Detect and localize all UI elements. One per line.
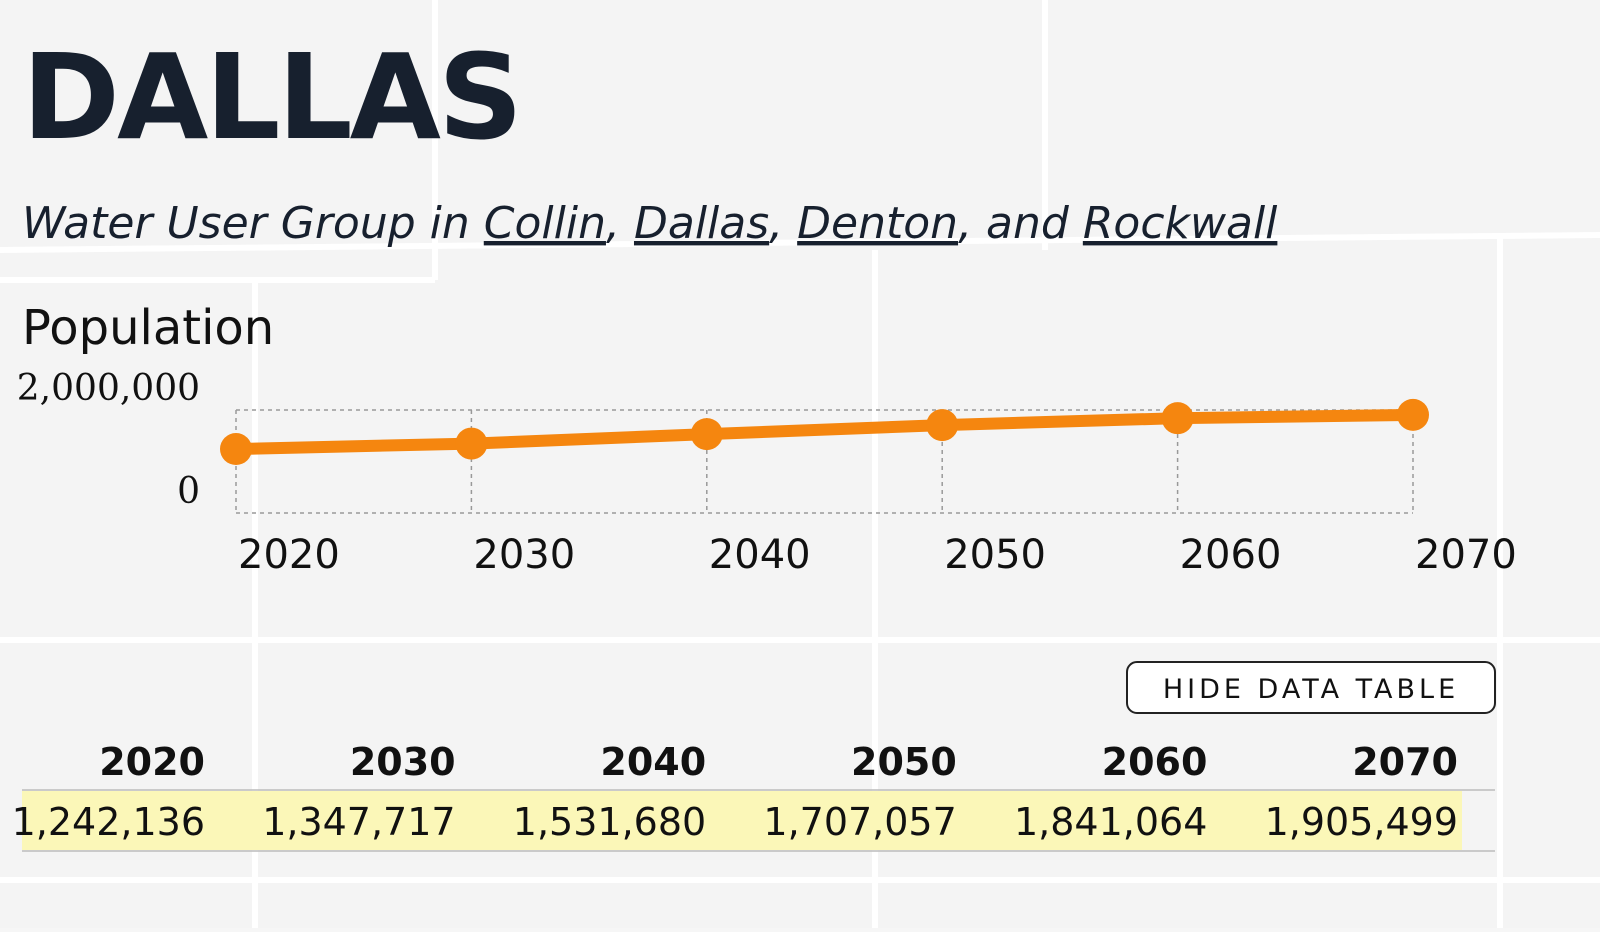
county-link[interactable]: Denton — [797, 198, 958, 249]
row-highlight — [22, 791, 1462, 850]
x-tick-label: 2060 — [1180, 532, 1282, 578]
table-header: 2070 — [1352, 740, 1458, 784]
table-header: 2030 — [350, 740, 456, 784]
y-tick-label: 0 — [177, 471, 200, 512]
x-tick-label: 2020 — [238, 532, 340, 578]
x-tick-label: 2050 — [944, 532, 1046, 578]
table-cell: 1,905,499 — [1265, 800, 1458, 844]
series-line — [235, 408, 1414, 456]
x-tick-label: 2070 — [1415, 532, 1517, 578]
y-tick-label: 2,000,000 — [17, 368, 200, 409]
data-point — [926, 409, 959, 442]
data-point — [690, 418, 723, 451]
separator: , — [769, 198, 783, 249]
title: DALLAS — [22, 28, 520, 166]
x-tick-label: 2040 — [709, 532, 811, 578]
button-frame[interactable] — [1126, 661, 1496, 714]
separator: , — [606, 198, 620, 249]
county-link[interactable]: Rockwall — [1083, 198, 1278, 249]
county-link[interactable]: Dallas — [634, 198, 769, 249]
table-cell: 1,347,717 — [262, 800, 455, 844]
separator: , and — [958, 198, 1070, 249]
hide-table-button[interactable]: HIDE DATA TABLE — [1126, 661, 1496, 714]
data-point — [455, 427, 488, 460]
data-point — [220, 433, 252, 466]
data-point — [1161, 402, 1194, 435]
data-point — [1397, 398, 1429, 431]
table-cell: 1,531,680 — [513, 800, 706, 844]
table-header: 2020 — [99, 740, 205, 784]
subtitle: Water User Group in Collin, Dallas, Dent… — [22, 198, 1278, 249]
table-header: 2050 — [851, 740, 957, 784]
table-cell: 1,242,136 — [12, 800, 205, 844]
chart-title: Population — [22, 300, 274, 356]
table-cell: 1,707,057 — [763, 800, 956, 844]
subtitle-lead: Water User Group in — [22, 198, 470, 249]
county-link[interactable]: Collin — [484, 198, 606, 249]
x-tick-label: 2030 — [473, 532, 575, 578]
table-cell: 1,841,064 — [1014, 800, 1207, 844]
table-header: 2060 — [1102, 740, 1208, 784]
table-header: 2040 — [600, 740, 706, 784]
button-label[interactable]: HIDE DATA TABLE — [1163, 674, 1459, 705]
